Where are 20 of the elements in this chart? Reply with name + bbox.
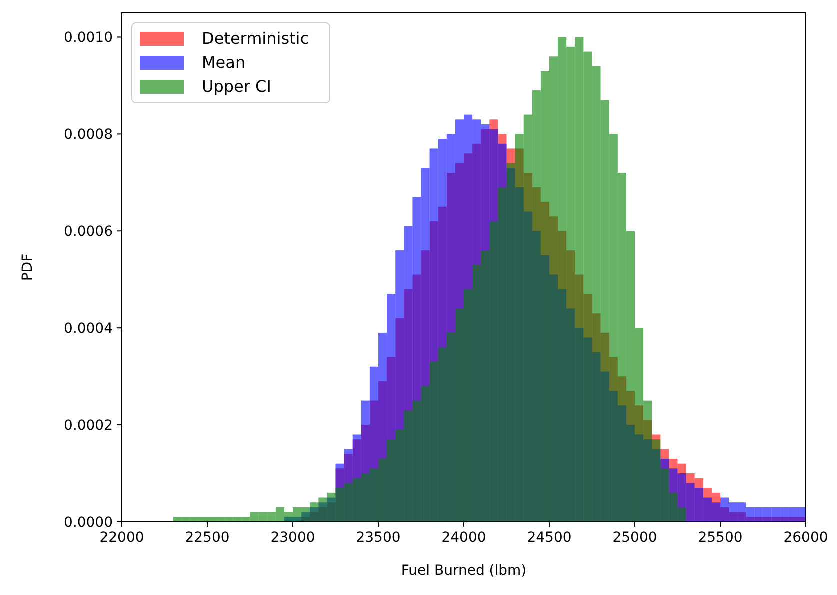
y-tick-label: 0.0008 (64, 127, 113, 144)
x-tick-label: 23000 (270, 530, 316, 546)
x-tick-label: 25500 (698, 530, 743, 546)
x-tick-label: 25000 (612, 530, 658, 546)
legend-label: Deterministic (202, 29, 310, 48)
x-axis-title: Fuel Burned (lbm) (401, 563, 527, 579)
legend-label: Mean (202, 53, 246, 72)
y-tick-label: 0.0004 (64, 320, 114, 337)
x-tick-label: 24000 (442, 530, 486, 546)
x-tick-label: 22000 (100, 530, 144, 546)
y-tick-label: 0.0006 (64, 224, 114, 240)
x-tick-label: 22500 (185, 530, 230, 546)
y-tick-label: 0.0010 (64, 30, 113, 46)
x-tick-label: 24500 (527, 530, 572, 546)
y-tick-label: 0.0002 (64, 418, 113, 434)
x-tick-label: 23500 (356, 530, 401, 546)
y-axis-title: PDF (20, 254, 36, 282)
legend-label: Upper CI (202, 77, 272, 96)
x-tick-label: 26000 (784, 530, 828, 546)
y-tick-label: 0.0000 (64, 514, 113, 531)
